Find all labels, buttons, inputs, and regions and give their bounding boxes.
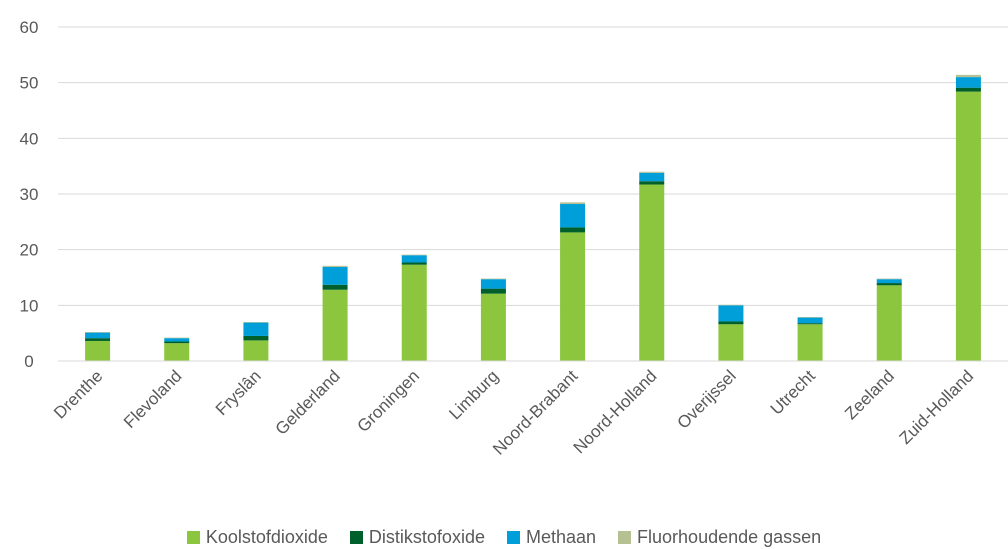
y-tick-label: 60 bbox=[20, 18, 39, 37]
bar-segment bbox=[560, 204, 586, 228]
x-tick-label: Overijssel bbox=[674, 366, 740, 432]
x-tick-label: Noord-Brabant bbox=[489, 366, 581, 458]
bar-segment bbox=[480, 293, 506, 361]
bar-segment bbox=[243, 322, 269, 336]
legend-label: Methaan bbox=[525, 527, 597, 547]
bar-segment bbox=[480, 279, 506, 289]
bar-segment bbox=[401, 264, 427, 361]
bar-segment bbox=[164, 341, 190, 344]
bar-segment bbox=[876, 285, 902, 361]
legend: Koolstofdioxide Distikstofoxide Methaan Flu… bbox=[0, 527, 1008, 548]
x-tick-label: Gelderland bbox=[272, 366, 344, 438]
grid-lines bbox=[58, 26, 1008, 306]
x-tick-label: Flevoland bbox=[120, 366, 186, 432]
x-tick-label: Limburg bbox=[445, 366, 502, 423]
bar-segment bbox=[718, 304, 744, 306]
y-tick-label: 50 bbox=[20, 74, 39, 93]
bar-segment bbox=[322, 289, 348, 361]
bar-segment bbox=[401, 262, 427, 265]
bar-segment bbox=[797, 324, 823, 361]
bar-segment bbox=[480, 288, 506, 294]
bar-segment bbox=[639, 184, 665, 361]
bar-segment bbox=[85, 332, 111, 339]
bar-segment bbox=[797, 317, 823, 318]
bar-segment bbox=[85, 332, 111, 333]
legend-label: Fluorhoudende gassen bbox=[637, 527, 822, 547]
legend-label: Distikstofoxide bbox=[368, 527, 485, 547]
bar-segment bbox=[401, 255, 427, 263]
legend-item: Distikstofoxide bbox=[349, 527, 485, 548]
y-tick-label: 40 bbox=[20, 129, 39, 148]
bar-segment bbox=[401, 254, 427, 256]
y-tick-label: 0 bbox=[24, 352, 33, 371]
bar-segment bbox=[322, 266, 348, 285]
bar-segment bbox=[322, 284, 348, 290]
bar-segment bbox=[797, 317, 823, 324]
legend-swatch bbox=[186, 531, 200, 544]
x-tick-label: Noord-Holland bbox=[570, 366, 661, 457]
bar-segment bbox=[164, 343, 190, 361]
bar-segment bbox=[718, 305, 744, 322]
legend-swatch bbox=[349, 531, 363, 544]
legend-item: Methaan bbox=[506, 527, 597, 548]
x-axis-labels: Drenthe Flevoland Fryslân Gelderland Groning… bbox=[50, 366, 977, 458]
bar-segment bbox=[876, 279, 902, 284]
x-tick-label: Zeeland bbox=[841, 366, 898, 423]
bar-segment bbox=[639, 171, 665, 173]
bar-segment bbox=[164, 337, 190, 339]
x-tick-label: Zuid-Holland bbox=[896, 366, 978, 448]
bar-segment bbox=[85, 340, 111, 361]
bar-segment bbox=[322, 265, 348, 267]
x-tick-label: Groningen bbox=[354, 366, 424, 436]
x-tick-label: Drenthe bbox=[50, 366, 106, 422]
bar-segment bbox=[639, 172, 665, 182]
x-tick-label: Fryslân bbox=[212, 366, 265, 419]
bar-segment bbox=[85, 338, 111, 341]
bar-segment bbox=[480, 278, 506, 280]
bar-segment bbox=[955, 91, 981, 361]
bar-segment bbox=[876, 278, 902, 280]
y-axis-ticks: 0 10 20 30 40 50 60 bbox=[20, 18, 39, 371]
y-tick-label: 30 bbox=[20, 185, 39, 204]
legend-item: Fluorhoudende gassen bbox=[618, 527, 821, 548]
legend-label: Koolstofdioxide bbox=[205, 527, 328, 547]
bar-segment bbox=[718, 324, 744, 361]
bar-segment bbox=[797, 323, 823, 325]
legend-swatch bbox=[618, 531, 632, 544]
bar-segment bbox=[243, 335, 269, 341]
bars bbox=[85, 74, 981, 361]
legend-item: Koolstofdioxide bbox=[186, 527, 328, 548]
bar-segment bbox=[243, 340, 269, 361]
legend-swatch bbox=[506, 531, 520, 544]
bar-segment bbox=[955, 87, 981, 92]
bar-segment bbox=[560, 227, 586, 233]
y-tick-label: 10 bbox=[20, 296, 39, 315]
bar-segment bbox=[955, 74, 981, 78]
bar-segment bbox=[955, 77, 981, 88]
y-tick-label: 20 bbox=[20, 241, 39, 260]
bar-segment bbox=[560, 232, 586, 361]
x-tick-label: Utrecht bbox=[767, 366, 819, 418]
bar-segment bbox=[164, 338, 190, 342]
bar-segment bbox=[876, 283, 902, 286]
bar-segment bbox=[718, 321, 744, 325]
bar-segment bbox=[639, 181, 665, 185]
bar-segment bbox=[560, 202, 586, 205]
bar-segment bbox=[243, 322, 269, 323]
